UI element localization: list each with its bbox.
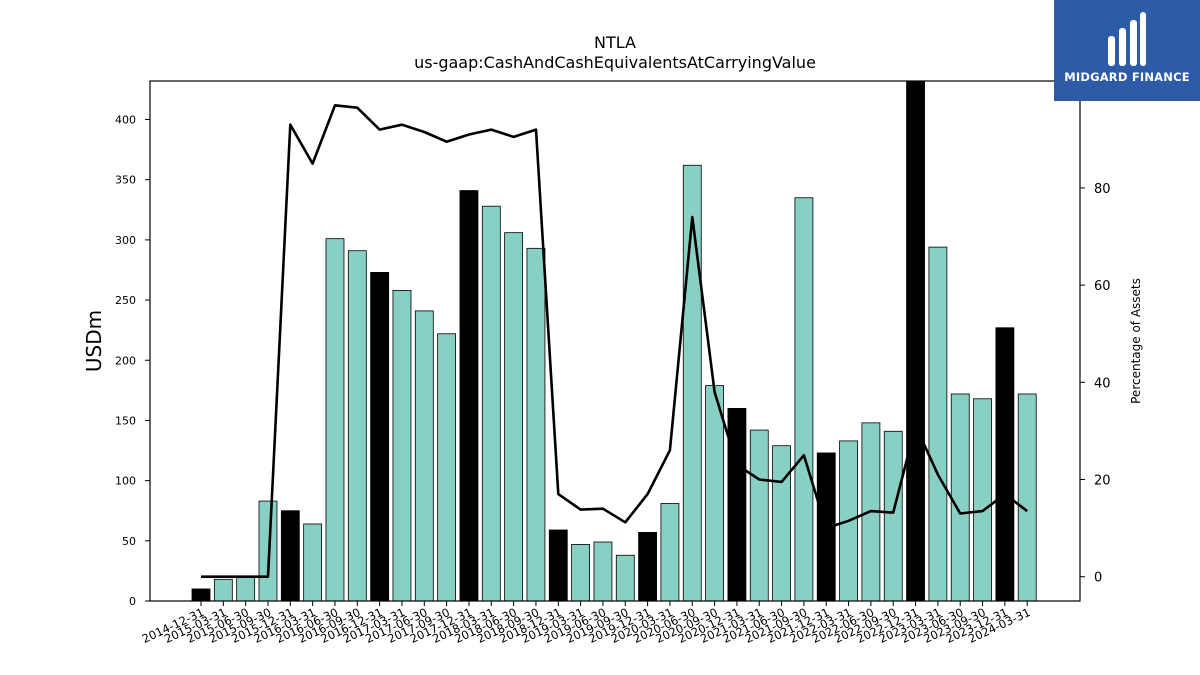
chart-title: NTLA	[594, 33, 636, 52]
bar-2021-06-30	[772, 445, 791, 602]
bar-2016-03-31	[303, 523, 323, 602]
bar-2016-12-31	[370, 271, 390, 602]
y-tick-label-400: 400	[115, 114, 136, 127]
bar-2022-09-30	[883, 430, 903, 602]
bar-2020-12-31	[727, 408, 747, 602]
bar-2023-06-30	[950, 393, 970, 602]
bar-2024-03-31	[1017, 393, 1037, 602]
bar-2023-12-31	[995, 327, 1015, 602]
logo-badge: MIDGARD FINANCE	[1054, 0, 1200, 101]
bar-2018-03-31	[481, 205, 501, 602]
bar-2016-09-30	[347, 250, 367, 602]
bar-2019-12-31	[638, 531, 657, 602]
logo-icon	[1108, 12, 1146, 66]
y-tick-label-100: 100	[115, 475, 136, 488]
bar-2016-06-30	[325, 238, 345, 602]
bar-2019-03-31	[571, 544, 591, 602]
bar-2015-03-31	[213, 578, 233, 602]
bar-2018-06-30	[504, 232, 524, 602]
bar-2020-03-31	[660, 503, 680, 602]
pct-assets-line	[201, 104, 1028, 579]
bar-2017-03-31	[392, 290, 412, 602]
y-tick-label-300: 300	[115, 234, 136, 247]
bar-2021-03-31	[749, 429, 769, 602]
bar-2015-06-30	[236, 576, 256, 602]
y-axis-label: USDm	[82, 310, 106, 372]
y-tick-label-50: 50	[122, 535, 136, 548]
bar-2015-12-31	[280, 510, 300, 602]
bar-2020-09-30	[705, 385, 724, 602]
y2-tick-label-0: 0	[1094, 571, 1102, 586]
y2-tick-label-80: 80	[1094, 182, 1111, 197]
bar-2017-12-31	[459, 190, 479, 602]
bar-2014-12-31	[191, 588, 211, 602]
y-tick-label-200: 200	[115, 354, 136, 367]
y-tick-label-250: 250	[115, 294, 136, 307]
chart-subtitle: us-gaap:CashAndCashEquivalentsAtCarrying…	[414, 53, 816, 72]
bar-2017-09-30	[437, 333, 457, 602]
y2-tick-label-60: 60	[1094, 279, 1111, 294]
bar-2019-09-30	[615, 554, 635, 602]
y-tick-label-0: 0	[129, 595, 136, 608]
logo-text: MIDGARD FINANCE	[1064, 70, 1190, 84]
bar-2022-12-31	[906, 80, 925, 602]
bar-2018-12-31	[548, 529, 568, 602]
y2-axis-label: Percentage of Assets	[1129, 278, 1143, 404]
y2-tick-label-40: 40	[1094, 376, 1111, 391]
bar-2019-06-30	[593, 541, 613, 602]
y-tick-label-150: 150	[115, 414, 136, 427]
y-tick-label-350: 350	[115, 174, 136, 187]
bar-2017-06-30	[414, 310, 434, 602]
bar-2023-03-31	[928, 246, 948, 602]
bar-2018-09-30	[526, 247, 546, 602]
plot-frame	[149, 80, 1081, 602]
bar-2023-09-30	[973, 398, 992, 602]
y2-tick-label-20: 20	[1094, 474, 1111, 489]
bar-2021-09-30	[794, 197, 814, 602]
